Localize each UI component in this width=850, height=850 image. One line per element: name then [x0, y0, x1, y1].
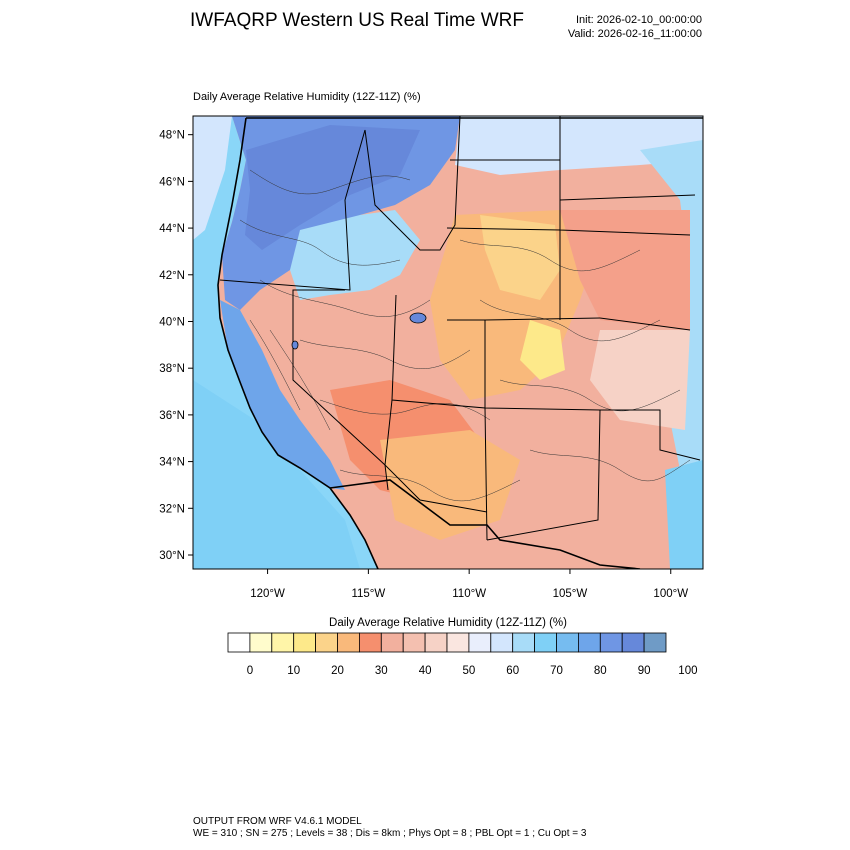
coastline-and-borders — [217, 117, 703, 569]
colorbar-cell — [249, 632, 273, 653]
colorbar-cell — [271, 632, 295, 653]
colorbar-cell — [643, 632, 667, 653]
lat-tick-label: 34°N — [159, 457, 185, 469]
colorbar-label: 60 — [506, 665, 519, 677]
colorbar-cell — [380, 632, 404, 653]
colorbar-cell — [358, 632, 382, 653]
map-panel — [193, 116, 703, 569]
lon-tick-label: 105°W — [553, 588, 588, 600]
colorbar-cell — [490, 632, 514, 653]
colorado-dry-area — [520, 320, 565, 380]
valid-time: Valid: 2026-02-16_11:00:00 — [567, 28, 702, 40]
colorbar-cell — [621, 632, 645, 653]
colorbar-label: 40 — [419, 665, 432, 677]
california-coast-humid-area — [220, 300, 345, 490]
lat-tick-label: 30°N — [159, 550, 185, 562]
colorbar-cell — [293, 632, 317, 653]
lat-tick-label: 36°N — [159, 410, 185, 422]
colorbar-label: 80 — [594, 665, 607, 677]
colorbar-cell — [424, 632, 448, 653]
lon-tick-label: 110°W — [452, 588, 486, 600]
great-salt-lake — [409, 312, 427, 324]
latitude-axis: 30°N 32°N 34°N 36°N 38°N 40°N 42°N 44°N 46°N 48°N — [159, 130, 193, 562]
colorbar-label: 90 — [638, 665, 651, 677]
colorbar-title: Daily Average Relative Humidity (12Z-11Z… — [329, 617, 567, 629]
lat-tick-label: 32°N — [159, 503, 185, 515]
colorbar-cell — [227, 632, 251, 653]
offshore-humid-area — [193, 380, 360, 569]
colorbar-cell — [578, 632, 601, 653]
state-boundaries — [219, 116, 701, 541]
texas-moist-area — [665, 460, 703, 569]
colorbar-label: 0 — [247, 665, 253, 677]
arizona-dry-area — [380, 430, 520, 540]
longitude-axis: 120°W 115°W 110°W 105°W 100°W — [250, 569, 688, 600]
map-frame — [192, 115, 704, 570]
model-info-footer: OUTPUT FROM WRF V4.6.1 MODEL WE = 310 ; … — [193, 816, 586, 840]
colorbar-label: 50 — [463, 665, 476, 677]
cascades-humid-area — [245, 125, 420, 250]
wyoming-dry-area — [480, 215, 560, 300]
lat-tick-label: 38°N — [159, 363, 185, 375]
colorbar-label: 100 — [678, 665, 697, 677]
colorbar-labels: 0 10 20 30 40 50 60 70 80 90 100 — [247, 665, 698, 677]
offshore-moist-area — [193, 116, 232, 240]
southern-plains-area — [590, 330, 690, 430]
lat-tick-label: 42°N — [159, 270, 185, 282]
colorbar-cell — [337, 632, 360, 653]
colorbar-label: 70 — [550, 665, 563, 677]
colorbar-cell — [468, 632, 492, 653]
colorbar-cell — [534, 632, 557, 653]
colorbar-label: 30 — [375, 665, 388, 677]
humidity-contours — [239, 169, 691, 502]
colorbar-cell — [512, 632, 536, 653]
colorbar-cell — [599, 632, 623, 653]
idaho-moist-area — [290, 210, 420, 300]
main-title: IWFAQRP Western US Real Time WRF — [190, 10, 524, 31]
lon-tick-label: 115°W — [351, 588, 385, 600]
colorbar-cell — [315, 632, 338, 653]
colorbar-cell — [446, 632, 470, 653]
colorbar-label: 10 — [287, 665, 300, 677]
lon-tick-label: 100°W — [653, 588, 688, 600]
lake-tahoe — [291, 340, 299, 350]
footer-line-2: WE = 310 ; SN = 275 ; Levels = 38 ; Dis … — [193, 828, 587, 839]
map-title: Daily Average Relative Humidity (12Z-11Z… — [193, 91, 421, 103]
lon-tick-label: 120°W — [250, 588, 285, 600]
lat-tick-label: 40°N — [159, 316, 185, 328]
colorbar-cell — [402, 632, 426, 653]
colorbar-label: 20 — [331, 665, 344, 677]
footer-line-1: OUTPUT FROM WRF V4.6.1 MODEL — [193, 816, 362, 827]
lat-tick-label: 44°N — [159, 223, 185, 235]
colorbar — [227, 632, 667, 653]
plains-dry-area — [560, 210, 690, 330]
init-time: Init: 2026-02-10_00:00:00 — [576, 14, 702, 26]
lat-tick-label: 48°N — [159, 130, 185, 142]
lat-tick-label: 46°N — [159, 176, 185, 188]
colorbar-cell — [556, 632, 579, 653]
